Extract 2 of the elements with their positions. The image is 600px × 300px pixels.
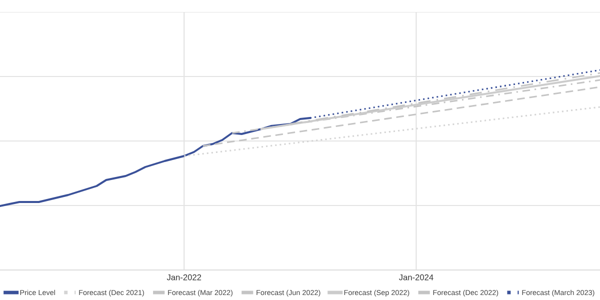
x-tick-label: Jan-2024 (398, 274, 434, 280)
x-tick-label: Jan-2022 (166, 274, 202, 280)
